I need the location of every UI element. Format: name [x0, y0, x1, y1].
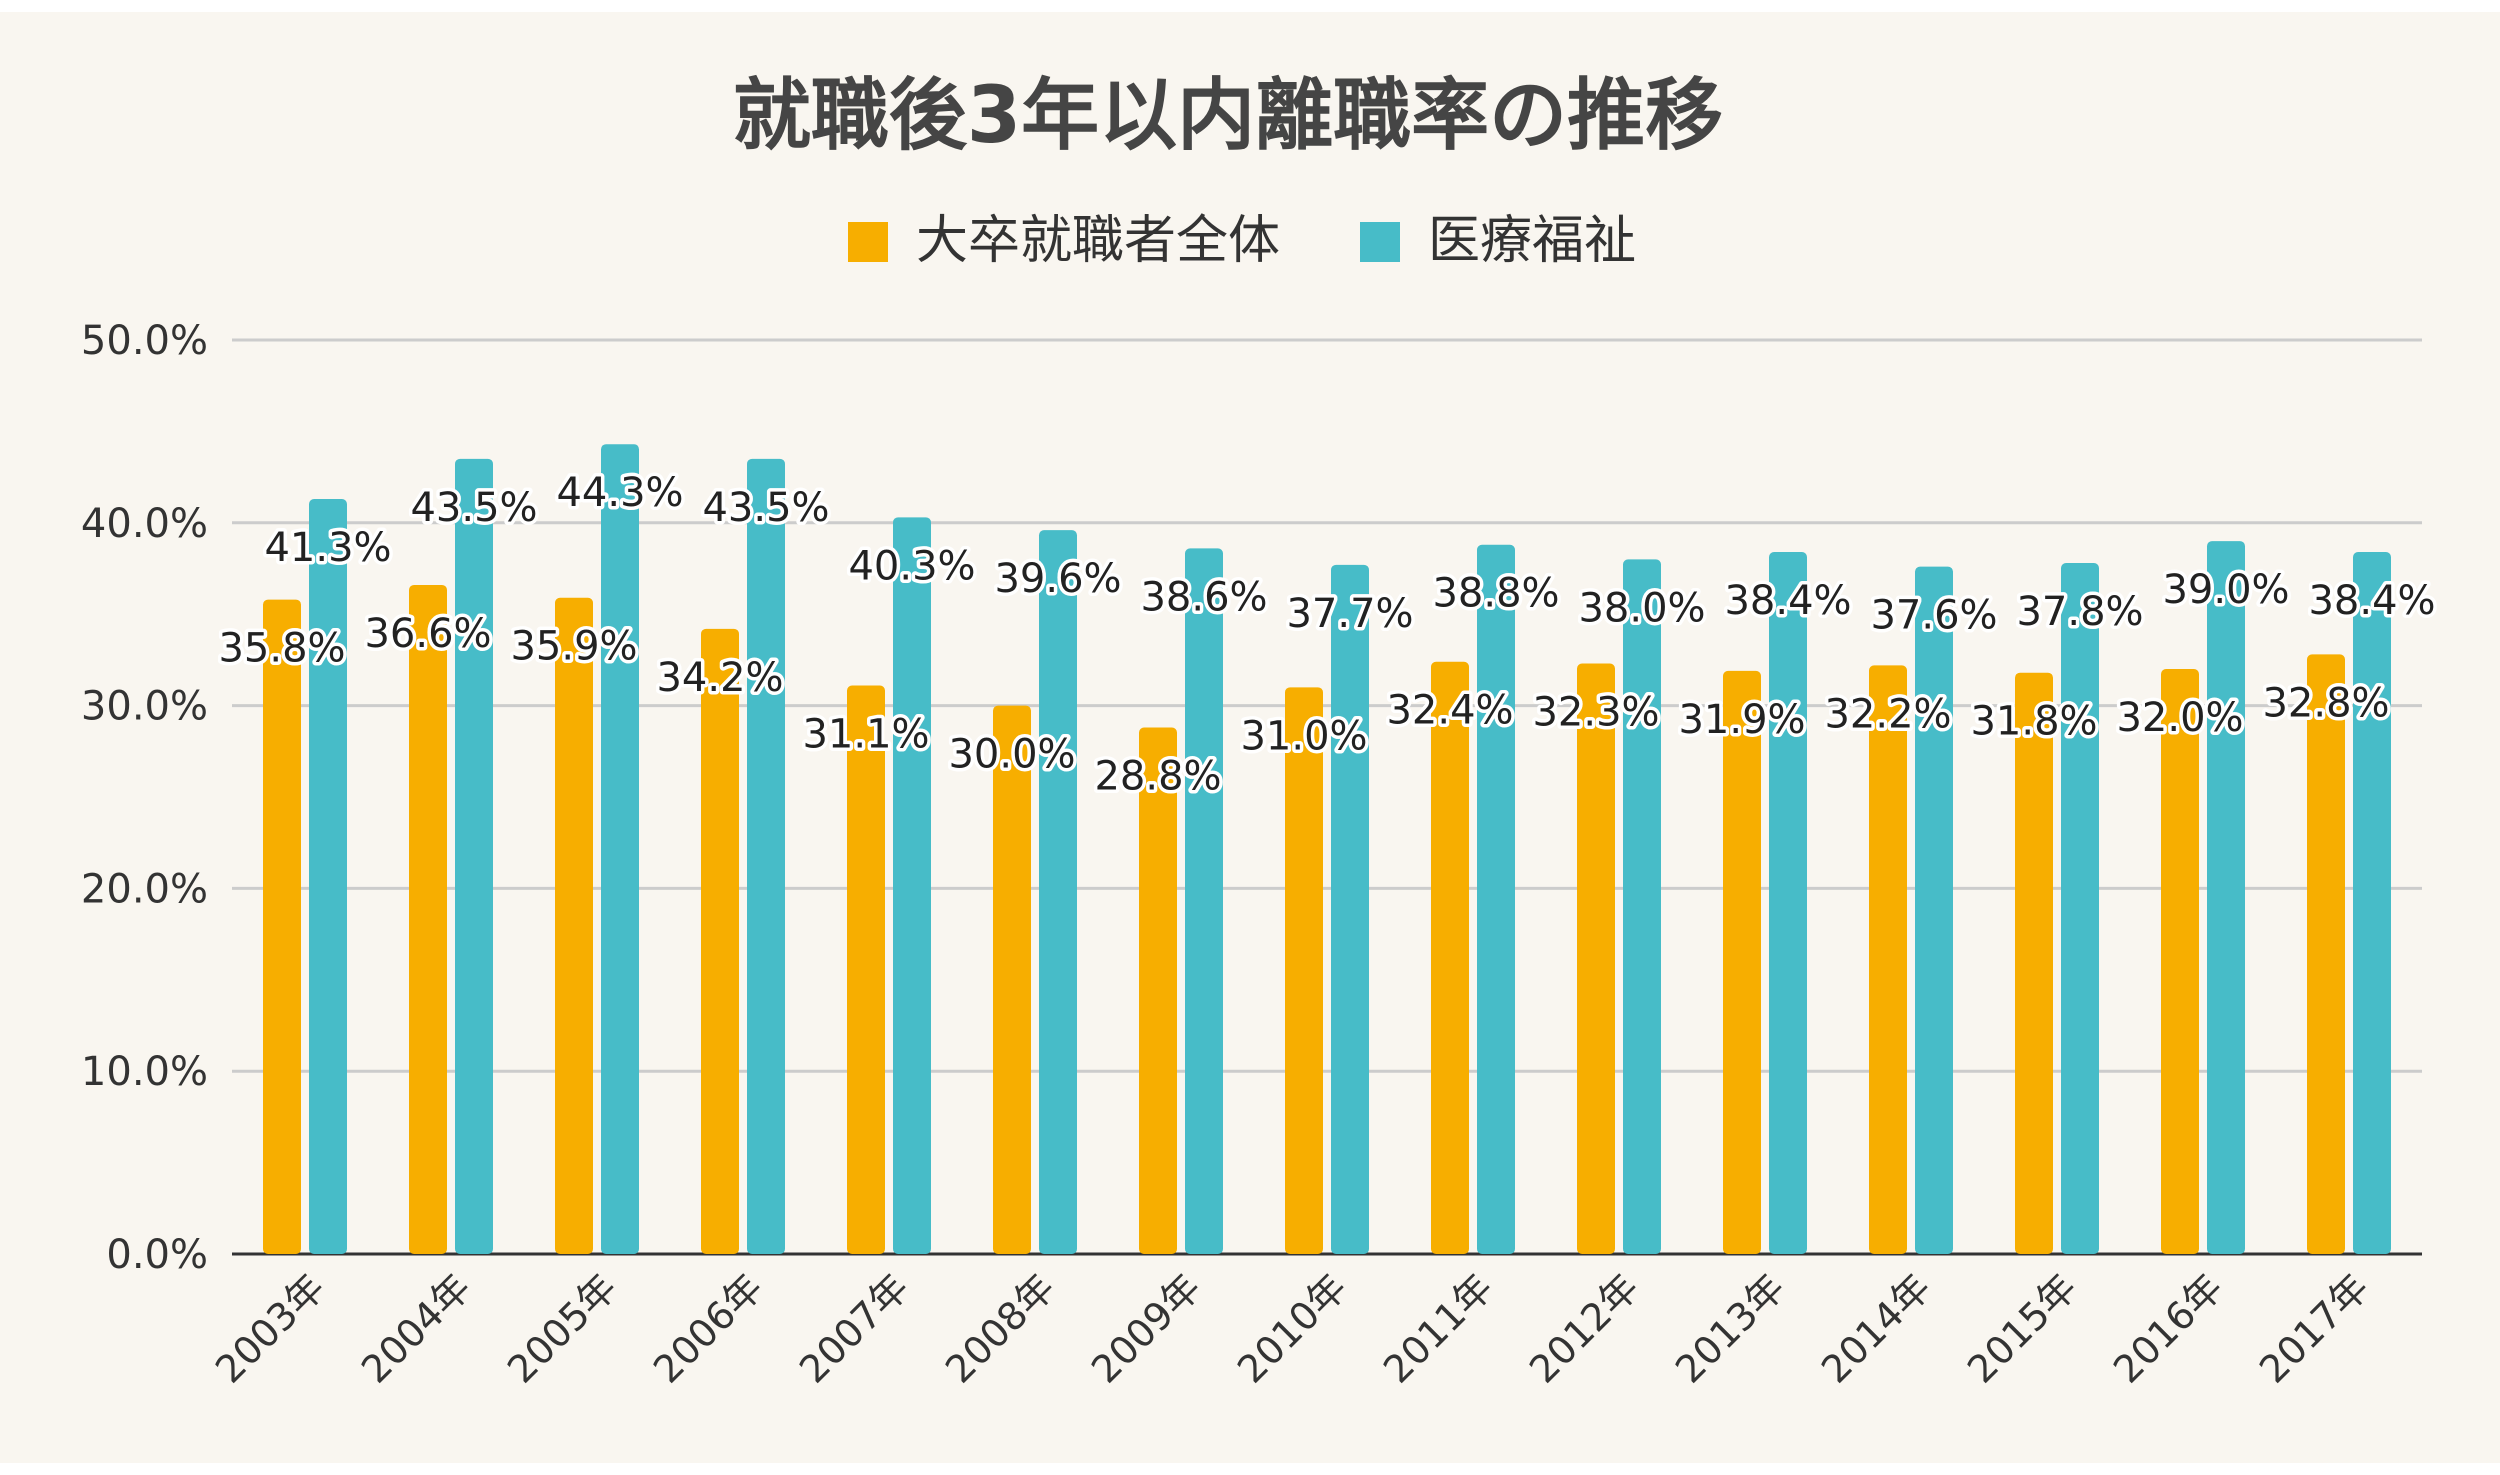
data-label-medical-welfare: 43.5%: [702, 485, 829, 531]
data-label-medical-welfare: 43.5%: [410, 485, 537, 531]
x-tick-label: 2005年: [499, 1265, 625, 1391]
gridlines: [232, 338, 2422, 1073]
data-labels: 35.8% 41.3% 36.6% 43.5% 35.9% 44.3% 34.2% 43.5%…: [215, 467, 2439, 803]
x-tick-label: 2009年: [1083, 1265, 1209, 1391]
x-tick-label: 2010年: [1229, 1265, 1355, 1391]
legend-label-all-graduates: 大卒就職者全体: [916, 211, 1280, 271]
x-tick-label: 2014年: [1813, 1265, 1939, 1391]
legend-swatch-medical-welfare: [1360, 222, 1400, 262]
legend: 大卒就職者全体 医療福祉: [848, 211, 1636, 271]
bar-medical-welfare: [2207, 541, 2245, 1254]
bar-medical-welfare: [1915, 566, 1953, 1254]
chart-title: 就職後3年以内離職率の推移: [733, 71, 1723, 161]
data-label-medical-welfare: 44.3%: [556, 470, 683, 516]
y-axis: 0.0% 10.0% 20.0% 30.0% 40.0% 50.0%: [81, 318, 2422, 1278]
data-label-medical-welfare: 38.4%: [1724, 578, 1851, 624]
bar-all-graduates: [409, 584, 447, 1254]
bar-all-graduates: [2015, 672, 2053, 1254]
bar-medical-welfare: [309, 499, 347, 1254]
data-label-medical-welfare: 38.0%: [1578, 585, 1705, 631]
x-tick-label: 2013年: [1667, 1265, 1793, 1391]
y-tick-label: 40.0%: [81, 501, 208, 547]
y-tick-label: 30.0%: [81, 684, 208, 730]
bar-all-graduates: [1577, 663, 1615, 1254]
data-label-medical-welfare: 39.0%: [2162, 567, 2289, 613]
data-label-all-graduates: 36.6%: [364, 611, 491, 657]
data-label-all-graduates: 31.9%: [1678, 697, 1805, 743]
bar-all-graduates: [1869, 665, 1907, 1254]
bar-medical-welfare: [601, 444, 639, 1254]
data-label-all-graduates: 31.1%: [802, 711, 929, 757]
data-label-all-graduates: 31.8%: [1970, 699, 2097, 745]
y-tick-label: 50.0%: [81, 318, 208, 364]
bars: [263, 444, 2391, 1254]
bar-medical-welfare: [1477, 544, 1515, 1254]
x-tick-label: 2007年: [791, 1265, 917, 1391]
x-tick-label: 2006年: [645, 1265, 771, 1391]
bar-all-graduates: [1431, 661, 1469, 1254]
data-label-all-graduates: 32.0%: [2116, 695, 2243, 741]
x-tick-label: 2004年: [353, 1265, 479, 1391]
data-label-medical-welfare: 41.3%: [264, 525, 391, 571]
bar-all-graduates: [847, 685, 885, 1254]
data-label-medical-welfare: 38.6%: [1140, 574, 1267, 620]
data-label-medical-welfare: 37.6%: [1870, 593, 1997, 639]
bar-medical-welfare: [1185, 548, 1223, 1254]
data-label-medical-welfare: 39.6%: [994, 556, 1121, 602]
bar-all-graduates: [993, 705, 1031, 1254]
data-label-all-graduates: 31.0%: [1240, 713, 1367, 759]
bar-all-graduates: [1285, 687, 1323, 1254]
data-label-all-graduates: 30.0%: [948, 732, 1075, 778]
data-label-medical-welfare: 38.8%: [1432, 571, 1559, 617]
bar-medical-welfare: [893, 517, 931, 1254]
bar-medical-welfare: [1623, 559, 1661, 1254]
x-tick-label: 2016年: [2105, 1265, 2231, 1391]
y-tick-label: 20.0%: [81, 866, 208, 912]
x-tick-label: 2017年: [2251, 1265, 2377, 1391]
data-label-medical-welfare: 40.3%: [848, 543, 975, 589]
data-label-all-graduates: 34.2%: [656, 655, 783, 701]
x-tick-label: 2003年: [207, 1265, 333, 1391]
data-label-all-graduates: 32.2%: [1824, 691, 1951, 737]
x-tick-label: 2012年: [1521, 1265, 1647, 1391]
bar-all-graduates: [701, 628, 739, 1254]
bar-medical-welfare: [1769, 552, 1807, 1254]
data-label-all-graduates: 32.4%: [1386, 688, 1513, 734]
bar-all-graduates: [555, 597, 593, 1254]
legend-label-medical-welfare: 医療福祉: [1428, 211, 1636, 271]
bar-all-graduates: [2161, 669, 2199, 1254]
data-label-all-graduates: 32.8%: [2262, 680, 2389, 726]
bar-medical-welfare: [2061, 563, 2099, 1254]
bar-medical-welfare: [1331, 564, 1369, 1254]
y-tick-label: 10.0%: [81, 1049, 208, 1095]
bar-all-graduates: [1723, 670, 1761, 1254]
data-label-medical-welfare: 37.7%: [1286, 591, 1413, 637]
data-label-medical-welfare: 38.4%: [2308, 578, 2435, 624]
data-label-medical-welfare: 37.8%: [2016, 589, 2143, 635]
legend-swatch-all-graduates: [848, 222, 888, 262]
x-tick-label: 2008年: [937, 1265, 1063, 1391]
x-tick-label: 2011年: [1375, 1265, 1501, 1391]
data-label-all-graduates: 32.3%: [1532, 690, 1659, 736]
data-label-all-graduates: 28.8%: [1094, 754, 1221, 800]
bar-all-graduates: [2307, 654, 2345, 1254]
x-tick-label: 2015年: [1959, 1265, 2085, 1391]
bar-all-graduates: [1139, 727, 1177, 1254]
data-label-all-graduates: 35.9%: [510, 624, 637, 670]
data-label-all-graduates: 35.8%: [218, 626, 345, 672]
bar-all-graduates: [263, 599, 301, 1254]
bar-medical-welfare: [2353, 552, 2391, 1254]
y-tick-label: 0.0%: [106, 1232, 208, 1278]
bar-medical-welfare: [1039, 530, 1077, 1254]
x-axis: 2003年 2004年 2005年 2006年 2007年 2008年 2009年 2010年…: [207, 1265, 2377, 1391]
bar-medical-welfare: [747, 458, 785, 1254]
bar-medical-welfare: [455, 458, 493, 1254]
